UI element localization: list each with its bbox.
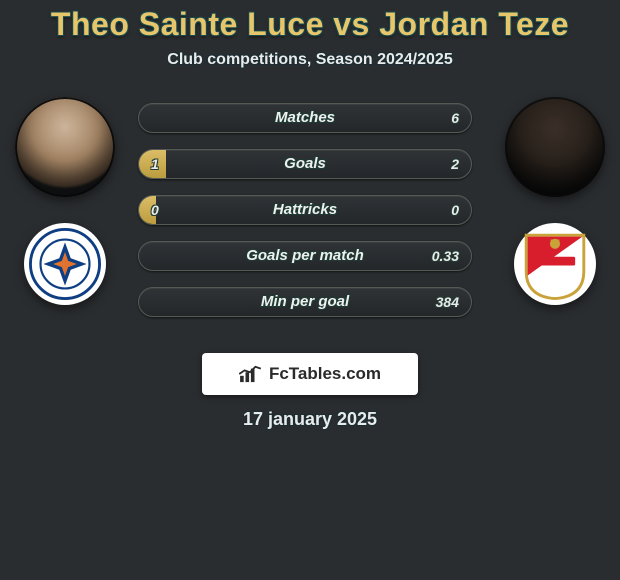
- title-vs: vs: [333, 6, 370, 42]
- player1-club-badge: [24, 223, 106, 305]
- comparison-area: Matches6 1Goals2 0Hattricks0 Goals per matc…: [0, 97, 620, 337]
- brand-text: FcTables.com: [269, 364, 381, 384]
- stat-bar: Min per goal384: [138, 287, 472, 317]
- bar-label: Hattricks: [139, 196, 471, 224]
- stat-bar: 1Goals2: [138, 149, 472, 179]
- right-column: [500, 97, 610, 305]
- bar-value-right: 2: [451, 150, 459, 178]
- brand-box[interactable]: FcTables.com: [202, 353, 418, 395]
- bar-label: Min per goal: [139, 288, 471, 316]
- montpellier-icon: [29, 228, 101, 300]
- bar-label: Goals per match: [139, 242, 471, 270]
- player1-name: Theo Sainte Luce: [51, 6, 324, 42]
- bar-value-right: 384: [436, 288, 459, 316]
- date-text: 17 january 2025: [0, 409, 620, 430]
- left-column: [10, 97, 120, 305]
- player2-name: Jordan Teze: [379, 6, 569, 42]
- bar-value-right: 6: [451, 104, 459, 132]
- stats-card: Theo Sainte Luce vs Jordan Teze Club com…: [0, 0, 620, 580]
- bar-value-right: 0: [451, 196, 459, 224]
- player2-club-badge: [514, 223, 596, 305]
- stat-bar: Matches6: [138, 103, 472, 133]
- chart-icon: [239, 365, 261, 383]
- page-title: Theo Sainte Luce vs Jordan Teze: [0, 0, 620, 43]
- monaco-icon: [519, 228, 591, 300]
- bar-value-right: 0.33: [432, 242, 459, 270]
- player2-avatar: [505, 97, 605, 197]
- stat-bars: Matches6 1Goals2 0Hattricks0 Goals per matc…: [138, 103, 472, 317]
- player1-avatar: [15, 97, 115, 197]
- stat-bar: 0Hattricks0: [138, 195, 472, 225]
- bar-label: Goals: [139, 150, 471, 178]
- subtitle: Club competitions, Season 2024/2025: [0, 51, 620, 69]
- stat-bar: Goals per match0.33: [138, 241, 472, 271]
- bar-label: Matches: [139, 104, 471, 132]
